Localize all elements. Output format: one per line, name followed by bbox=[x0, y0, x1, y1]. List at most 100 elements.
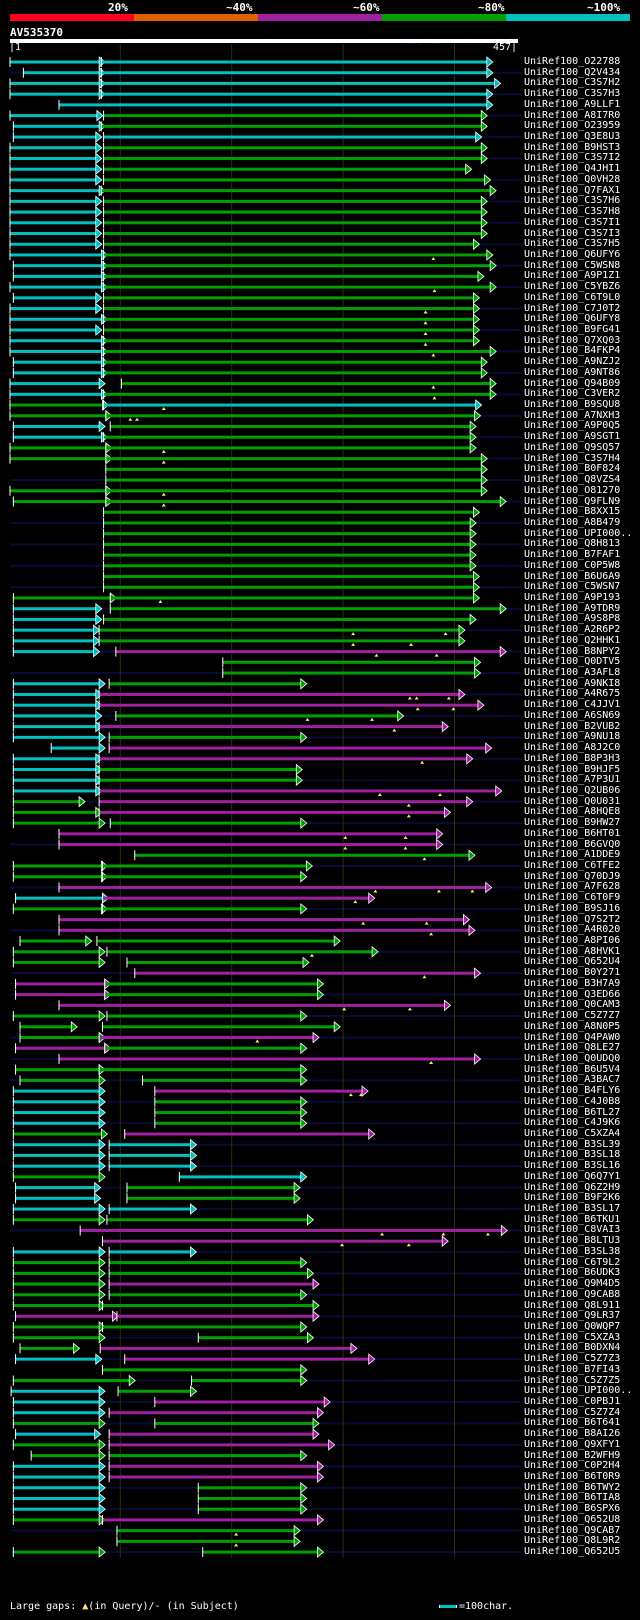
hit-label[interactable]: UniRef100_A7NXH3 bbox=[524, 409, 621, 421]
hit-label[interactable]: UniRef100_C5Z7Z7 bbox=[524, 1010, 621, 1022]
hit-label[interactable]: UniRef100_C6T9L0 bbox=[524, 291, 621, 303]
hit-label[interactable]: UniRef100_Q9FLN9 bbox=[524, 495, 621, 507]
hit-label[interactable]: UniRef100_B2WFH9 bbox=[524, 1449, 621, 1461]
hit-label[interactable]: UniRef100_A3BAC7 bbox=[524, 1074, 621, 1086]
hit-label[interactable]: UniRef100_B8AI26 bbox=[524, 1428, 621, 1440]
hit-label[interactable]: UniRef100_Q2HHK1 bbox=[524, 634, 621, 646]
hit-label[interactable]: UniRef100_A4R020 bbox=[524, 924, 621, 936]
hit-label[interactable]: UniRef100_Q7FAX1 bbox=[524, 184, 621, 196]
hit-label[interactable]: UniRef100_Q9CAB8 bbox=[524, 1288, 621, 1300]
hit-label[interactable]: UniRef100_B6GVQ0 bbox=[524, 838, 621, 850]
hit-label[interactable]: UniRef100_C8VAI3 bbox=[524, 1224, 621, 1236]
hit-label[interactable]: UniRef100_Q7XQ03 bbox=[524, 334, 621, 346]
hit-label[interactable]: UniRef100_C3VER2 bbox=[524, 388, 621, 400]
hit-label[interactable]: UniRef100_B3SL16 bbox=[524, 1160, 621, 1172]
hit-label[interactable]: UniRef100_C5XZA4 bbox=[524, 1128, 621, 1139]
hit-label[interactable]: UniRef100_Q8L911 bbox=[524, 1299, 621, 1311]
hit-label[interactable]: UniRef100_B6TWY2 bbox=[524, 1481, 621, 1493]
hit-label[interactable]: UniRef100_Q0CAM3 bbox=[524, 999, 621, 1011]
hit-label[interactable]: UniRef100_B9SQU8 bbox=[524, 399, 621, 411]
hit-label[interactable]: UniRef100_C3S7H4 bbox=[524, 452, 621, 464]
hit-label[interactable]: UniRef100_C3S7H2 bbox=[524, 77, 621, 89]
hit-label[interactable]: UniRef100_Q9XFY1 bbox=[524, 1438, 621, 1450]
hit-label[interactable]: UniRef100_Q94B09 bbox=[524, 377, 621, 389]
hit-label[interactable]: UniRef100_A8N0P5 bbox=[524, 1020, 621, 1032]
hit-label[interactable]: UniRef100_B6TL27 bbox=[524, 1106, 621, 1118]
hit-label[interactable]: UniRef100_Q6Q7Y1 bbox=[524, 1170, 621, 1182]
hit-label[interactable]: UniRef100_A7P3U1 bbox=[524, 774, 621, 786]
hit-label[interactable]: UniRef100_A4R675 bbox=[524, 688, 621, 700]
hit-label[interactable]: UniRef100_A7F628 bbox=[524, 881, 621, 893]
hit-label[interactable]: UniRef100_A9P0Q5 bbox=[524, 420, 621, 432]
hit-label[interactable]: UniRef100_A9P1Z1 bbox=[524, 270, 621, 282]
hit-label[interactable]: UniRef100_C6TFE2 bbox=[524, 860, 621, 871]
hit-label[interactable]: UniRef100_B9FG41 bbox=[524, 324, 621, 335]
hit-label[interactable]: UniRef100_C5WSN7 bbox=[524, 581, 621, 593]
hit-label[interactable]: UniRef100_C5Z7Z5 bbox=[524, 1374, 621, 1386]
hit-label[interactable]: UniRef100_Q0VH28 bbox=[524, 173, 621, 185]
hit-label[interactable]: UniRef100_A8J2C0 bbox=[524, 742, 621, 754]
hit-label[interactable]: UniRef100_B3SL17 bbox=[524, 1203, 621, 1215]
hit-label[interactable]: UniRef100_A9NZJ2 bbox=[524, 356, 621, 368]
hit-label[interactable]: UniRef100_O22788 bbox=[524, 56, 621, 67]
hit-label[interactable]: UniRef100_C6T9L2 bbox=[524, 1256, 621, 1268]
hit-label[interactable]: UniRef100_Q3E8U3 bbox=[524, 131, 621, 143]
hit-label[interactable]: UniRef100_B9F2K6 bbox=[524, 1192, 621, 1204]
hit-label[interactable]: UniRef100_B9HW27 bbox=[524, 817, 621, 829]
hit-label[interactable]: UniRef100_Q6UFY6 bbox=[524, 248, 621, 260]
hit-label[interactable]: UniRef100_C3S7H5 bbox=[524, 238, 621, 250]
hit-label[interactable]: UniRef100_B6T641 bbox=[524, 1417, 621, 1429]
hit-label[interactable]: UniRef100_Q8L9R2 bbox=[524, 1535, 621, 1547]
hit-label[interactable]: UniRef100_UPI000.. bbox=[524, 527, 633, 539]
hit-label[interactable]: UniRef100_C3S7I1 bbox=[524, 216, 621, 228]
hit-label[interactable]: UniRef100_Q652U4 bbox=[524, 956, 621, 968]
hit-label[interactable]: UniRef100_B4FLY6 bbox=[524, 1085, 621, 1097]
hit-label[interactable]: UniRef100_C3S7H6 bbox=[524, 195, 621, 207]
hit-label[interactable]: UniRef100_B3SL39 bbox=[524, 1138, 621, 1150]
hit-label[interactable]: UniRef100_Q2UB06 bbox=[524, 784, 621, 796]
hit-label[interactable]: UniRef100_A6SN69 bbox=[524, 709, 621, 721]
hit-label[interactable]: UniRef100_A8HVK1 bbox=[524, 945, 621, 957]
hit-label[interactable]: UniRef100_B3SL38 bbox=[524, 1245, 621, 1257]
hit-label[interactable]: UniRef100_Q0U031 bbox=[524, 795, 621, 807]
hit-label[interactable]: UniRef100_A2R6P2 bbox=[524, 624, 621, 636]
hit-label[interactable]: UniRef100_C3S7I2 bbox=[524, 152, 621, 164]
hit-label[interactable]: UniRef100_B7FI43 bbox=[524, 1363, 621, 1375]
hit-label[interactable]: UniRef100_C6T0F9 bbox=[524, 892, 621, 904]
hit-label[interactable]: UniRef100_A1DDE9 bbox=[524, 849, 621, 861]
hit-label[interactable]: UniRef100_B7FAF1 bbox=[524, 549, 621, 561]
hit-label[interactable]: UniRef100_Q4PAW0 bbox=[524, 1031, 621, 1043]
hit-label[interactable]: UniRef100_UPI000.. bbox=[524, 1385, 633, 1397]
hit-label[interactable]: UniRef100_A9SGT1 bbox=[524, 431, 621, 443]
hit-label[interactable]: UniRef100_C3S7I3 bbox=[524, 227, 621, 239]
hit-label[interactable]: UniRef100_B6TIA8 bbox=[524, 1492, 621, 1504]
hit-label[interactable]: UniRef100_B6UDK3 bbox=[524, 1267, 621, 1279]
hit-label[interactable]: UniRef100_A9NKI8 bbox=[524, 677, 621, 689]
hit-label[interactable]: UniRef100_C5Z7Z3 bbox=[524, 1353, 621, 1365]
hit-label[interactable]: UniRef100_Q0UDQ0 bbox=[524, 1052, 621, 1064]
hit-label[interactable]: UniRef100_B0Y271 bbox=[524, 967, 621, 979]
hit-label[interactable]: UniRef100_B2VUB2 bbox=[524, 720, 621, 732]
hit-label[interactable]: UniRef100_A9S8P8 bbox=[524, 613, 621, 625]
hit-label[interactable]: UniRef100_O23959 bbox=[524, 120, 621, 132]
hit-label[interactable]: UniRef100_B3H7A9 bbox=[524, 977, 621, 989]
hit-label[interactable]: UniRef100_A8HQE8 bbox=[524, 806, 621, 818]
hit-label[interactable]: UniRef100_C7J0T2 bbox=[524, 302, 621, 314]
hit-label[interactable]: UniRef100_C0P5W8 bbox=[524, 559, 621, 571]
hit-label[interactable]: UniRef100_Q9LR37 bbox=[524, 1310, 621, 1322]
hit-label[interactable]: UniRef100_B6HT01 bbox=[524, 827, 621, 839]
hit-label[interactable]: UniRef100_O81270 bbox=[524, 484, 621, 496]
hit-label[interactable]: UniRef100_B3SL18 bbox=[524, 1149, 621, 1161]
hit-label[interactable]: UniRef100_C0P2H4 bbox=[524, 1460, 621, 1472]
hit-label[interactable]: UniRef100_Q4JHI1 bbox=[524, 163, 621, 175]
hit-label[interactable]: UniRef100_Q652U8 bbox=[524, 1513, 621, 1525]
hit-label[interactable]: UniRef100_C3S7H8 bbox=[524, 206, 621, 218]
hit-label[interactable]: UniRef100_Q8LE27 bbox=[524, 1042, 621, 1054]
hit-label[interactable]: UniRef100_B0DXN4 bbox=[524, 1342, 621, 1354]
hit-label[interactable]: UniRef100_C4JJV1 bbox=[524, 699, 621, 711]
hit-label[interactable]: UniRef100_Q8H813 bbox=[524, 538, 621, 550]
hit-label[interactable]: UniRef100_B6U5V4 bbox=[524, 1063, 621, 1075]
hit-label[interactable]: UniRef100_C4J9K6 bbox=[524, 1117, 621, 1129]
hit-label[interactable]: UniRef100_A3AFL8 bbox=[524, 667, 621, 679]
hit-label[interactable]: UniRef100_B9SJ16 bbox=[524, 902, 621, 914]
